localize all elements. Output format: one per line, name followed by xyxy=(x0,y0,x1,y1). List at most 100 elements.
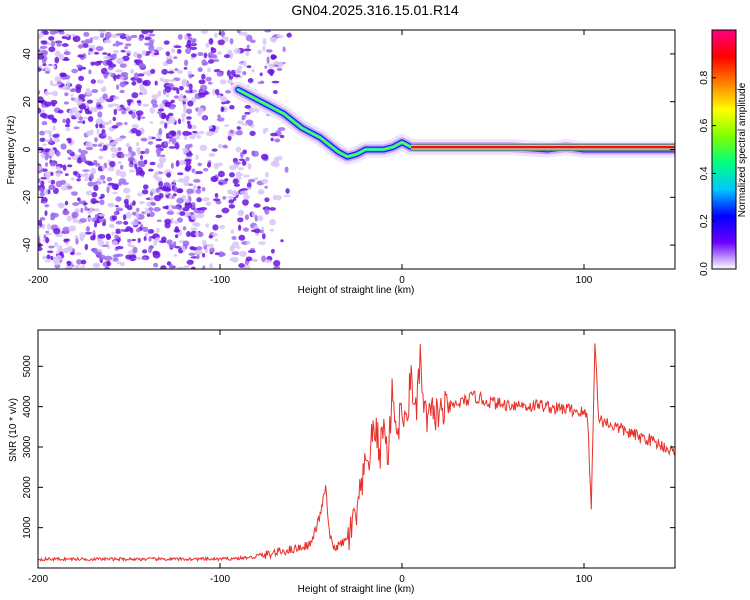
noise-blob xyxy=(254,214,258,222)
noise-blob xyxy=(166,210,175,215)
noise-blob xyxy=(194,232,200,237)
noise-blob xyxy=(207,52,214,59)
noise-blob xyxy=(165,205,169,210)
noise-blob xyxy=(243,194,250,200)
noise-blob xyxy=(55,254,62,262)
noise-blob xyxy=(186,120,191,125)
noise-blob xyxy=(233,196,237,202)
noise-blob xyxy=(68,225,77,232)
noise-blob xyxy=(166,172,172,178)
noise-blob xyxy=(107,202,115,208)
noise-blob xyxy=(125,142,130,148)
noise-blob xyxy=(50,179,56,185)
noise-blob xyxy=(187,183,194,186)
noise-blob xyxy=(116,105,121,111)
spectrogram-y-ticks: -40 -20 0 20 40 xyxy=(22,48,675,252)
noise-blob xyxy=(122,187,131,194)
noise-blob xyxy=(277,127,286,131)
noise-blob xyxy=(99,199,105,206)
noise-blob xyxy=(50,40,56,47)
noise-blob xyxy=(115,207,124,212)
noise-blob xyxy=(251,68,255,73)
noise-blob xyxy=(106,176,113,182)
noise-blob xyxy=(167,112,174,117)
noise-blob xyxy=(262,45,266,52)
noise-blob xyxy=(199,89,206,93)
noise-blob xyxy=(155,187,160,193)
noise-blob xyxy=(67,139,72,144)
noise-blob xyxy=(138,200,145,205)
noise-blob xyxy=(72,217,78,224)
noise-blob xyxy=(264,185,268,189)
noise-blob xyxy=(271,80,280,84)
noise-blob xyxy=(114,184,119,190)
noise-blob xyxy=(135,256,142,260)
noise-blob xyxy=(111,231,115,236)
noise-blob xyxy=(232,178,239,185)
noise-blob xyxy=(127,238,132,243)
noise-blob xyxy=(41,50,48,56)
noise-blob xyxy=(243,31,248,38)
noise-blob xyxy=(202,197,210,202)
noise-blob xyxy=(158,180,164,188)
noise-blob xyxy=(168,137,177,143)
noise-blob xyxy=(214,252,220,256)
noise-blob xyxy=(153,207,161,212)
noise-blob xyxy=(249,130,256,137)
noise-blob xyxy=(153,173,159,180)
noise-blob xyxy=(66,215,73,222)
noise-blob xyxy=(269,218,276,226)
noise-blob xyxy=(260,153,269,160)
noise-blob xyxy=(94,137,98,143)
noise-blob xyxy=(115,204,119,208)
noise-blob xyxy=(70,94,74,97)
noise-blob xyxy=(41,59,47,64)
noise-blob xyxy=(38,149,42,154)
noise-blob xyxy=(217,39,225,46)
noise-blob xyxy=(226,69,232,77)
noise-blob xyxy=(200,30,208,35)
noise-blob xyxy=(84,206,88,212)
noise-blob xyxy=(231,235,237,240)
noise-blob xyxy=(196,254,200,260)
noise-blob xyxy=(189,246,198,251)
noise-blob xyxy=(254,228,261,234)
noise-blob xyxy=(217,170,225,178)
noise-blob xyxy=(111,152,117,159)
noise-blob xyxy=(137,161,146,168)
noise-blob xyxy=(155,227,160,233)
noise-blob xyxy=(67,149,73,154)
noise-blob xyxy=(48,184,55,191)
spectrogram-xtick-label: -200 xyxy=(28,275,48,286)
noise-blob xyxy=(103,73,109,78)
noise-blob xyxy=(164,122,168,129)
noise-blob xyxy=(159,154,166,158)
noise-blob xyxy=(259,72,263,77)
noise-blob xyxy=(55,180,63,188)
noise-blob xyxy=(229,105,235,110)
noise-blob xyxy=(194,249,203,256)
noise-blob xyxy=(165,191,169,195)
noise-blob xyxy=(157,108,165,112)
noise-blob xyxy=(173,45,182,49)
noise-blob xyxy=(135,110,144,116)
noise-blob xyxy=(70,177,75,181)
noise-blob xyxy=(113,211,118,216)
noise-blob xyxy=(93,184,99,192)
noise-blob xyxy=(48,92,53,95)
noise-blob xyxy=(40,176,47,180)
noise-blob xyxy=(179,93,184,99)
noise-blob xyxy=(165,59,173,65)
noise-blob xyxy=(123,221,129,226)
noise-blob xyxy=(178,85,184,91)
noise-blob xyxy=(137,149,141,156)
noise-blob xyxy=(227,135,232,141)
noise-blob xyxy=(96,177,102,182)
noise-blob xyxy=(64,123,71,128)
noise-blob xyxy=(46,254,51,260)
noise-blob xyxy=(104,255,113,261)
noise-blob xyxy=(125,211,132,219)
noise-blob xyxy=(221,207,230,214)
noise-blob xyxy=(40,186,44,194)
noise-blob xyxy=(196,207,202,211)
